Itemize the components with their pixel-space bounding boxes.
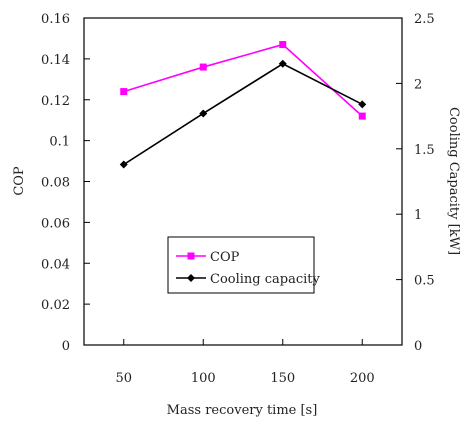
- x-axis-ticks: 50 100 150 200: [115, 339, 374, 386]
- data-point-cop: [359, 113, 366, 120]
- x-tick-label: 200: [350, 371, 375, 386]
- left-tick-label: 0.06: [41, 216, 70, 231]
- left-tick-label: 0.16: [41, 12, 70, 27]
- y-axis-title: COP: [12, 166, 27, 196]
- left-tick-label: 0.1: [49, 135, 70, 150]
- left-tick-label: 0.02: [41, 298, 70, 313]
- data-point-cop: [279, 41, 286, 48]
- left-tick-label: 0.12: [41, 94, 70, 109]
- data-point-cop: [120, 88, 127, 95]
- right-tick-label: 0: [414, 339, 422, 354]
- left-tick-label: 0.08: [41, 176, 70, 191]
- x-axis-title: Mass recovery time [s]: [167, 403, 318, 418]
- data-point-cop: [200, 64, 207, 71]
- x-tick-label: 100: [191, 371, 216, 386]
- right-tick-label: 1: [414, 208, 422, 223]
- right-tick-label: 2.5: [414, 12, 435, 27]
- legend-marker-cop: [188, 253, 195, 260]
- x-tick-label: 50: [115, 371, 132, 386]
- left-tick-label: 0.04: [41, 257, 70, 272]
- legend: COP Cooling capacity: [168, 237, 321, 293]
- right-tick-label: 1.5: [414, 143, 435, 158]
- x-tick-label: 150: [270, 371, 295, 386]
- legend-label-cooling-capacity: Cooling capacity: [210, 272, 321, 287]
- left-tick-label: 0.14: [41, 53, 70, 68]
- plot-area: [84, 18, 402, 345]
- left-axis-ticks: 0 0.02 0.04 0.06 0.08 0.1 0.12 0.14 0.16: [41, 12, 90, 354]
- right-tick-label: 2: [414, 77, 422, 92]
- right-tick-label: 0.5: [414, 274, 435, 289]
- left-tick-label: 0: [62, 339, 70, 354]
- y2-axis-title: Cooling Capacity [kW]: [446, 107, 461, 255]
- legend-label-cop: COP: [210, 250, 240, 265]
